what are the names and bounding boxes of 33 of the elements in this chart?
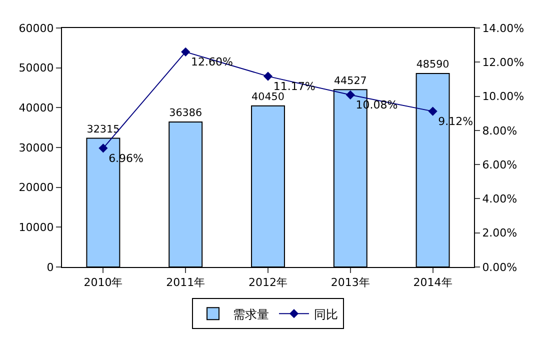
data-label: 40450 bbox=[252, 91, 284, 104]
point bbox=[181, 47, 190, 56]
data-label: 11.17% bbox=[273, 80, 316, 93]
point bbox=[263, 72, 273, 81]
data-label: 48590 bbox=[416, 58, 450, 71]
data-label: 44527 bbox=[334, 74, 367, 87]
y2-tick-label: 6.00% bbox=[482, 158, 518, 172]
y2-tick-label: 2.00% bbox=[482, 226, 518, 240]
x-tick-label: 2014年 bbox=[413, 276, 452, 290]
y2-tick-label: 8.00% bbox=[482, 124, 518, 138]
point bbox=[428, 106, 438, 116]
y2-tick-label: 12.00% bbox=[482, 56, 524, 69]
y2-tick-label: 0.00% bbox=[482, 260, 518, 274]
x-tick-label: 2012年 bbox=[248, 276, 288, 290]
legend-label: 需求量 bbox=[233, 307, 269, 322]
x-tick-label: 2011年 bbox=[166, 276, 206, 290]
y-tick-label: 40000 bbox=[18, 102, 54, 115]
x-tick-label: 2013年 bbox=[330, 276, 370, 290]
y-tick-label: 30000 bbox=[18, 141, 54, 154]
data-label: 36386 bbox=[169, 107, 202, 120]
data-label: 32315 bbox=[86, 123, 120, 136]
y2-tick-label: 4.00% bbox=[482, 192, 518, 206]
point bbox=[346, 90, 355, 100]
point bbox=[98, 144, 108, 153]
y2-tick-label: 10.00% bbox=[482, 90, 524, 104]
x-tick-label: 2010年 bbox=[84, 276, 123, 290]
y-tick-label: 10000 bbox=[18, 221, 54, 234]
y-tick-label: 20000 bbox=[18, 181, 54, 194]
y-tick-label: 0 bbox=[46, 260, 54, 274]
y2-tick-label: 14.00% bbox=[482, 22, 524, 35]
y-tick-label: 50000 bbox=[18, 62, 54, 75]
legend-label: 同比 bbox=[314, 307, 338, 322]
y-tick-label: 60000 bbox=[18, 22, 54, 35]
